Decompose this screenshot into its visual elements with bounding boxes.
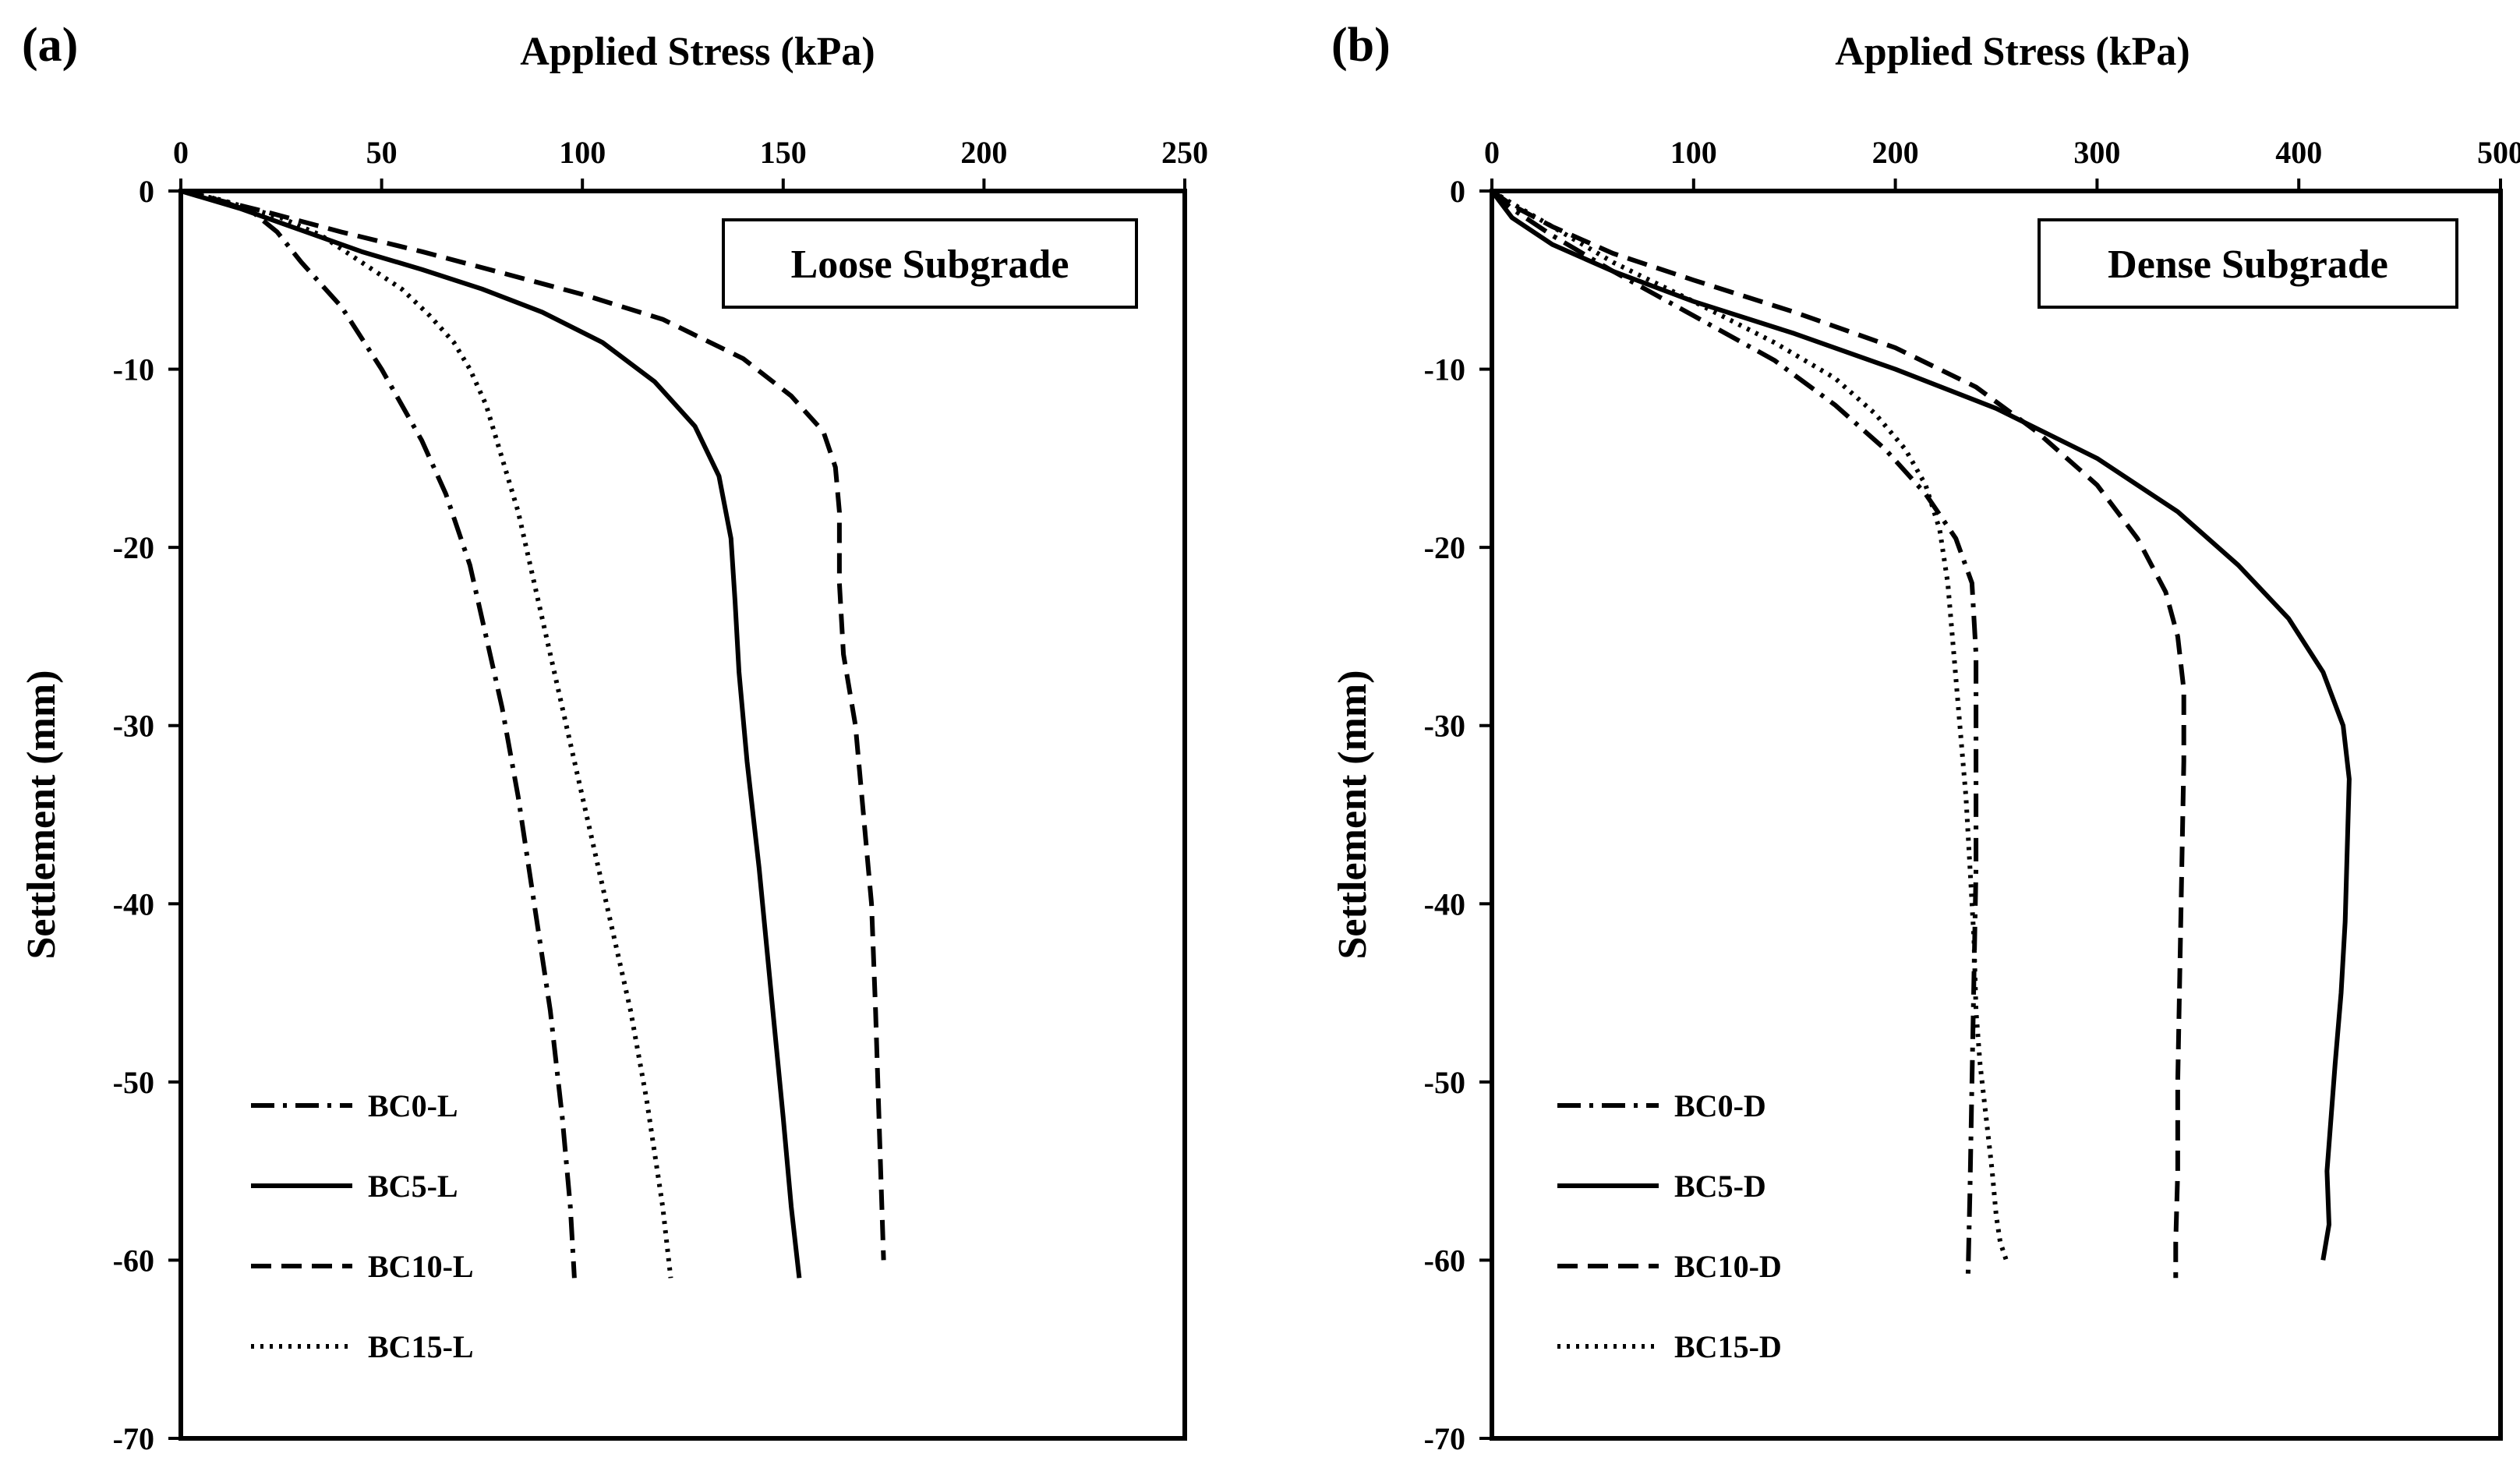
x-axis-title: Applied Stress (kPa) — [1835, 30, 2190, 74]
y-tick-label: 0 — [139, 174, 154, 209]
panel-label: (a) — [22, 19, 78, 72]
y-tick-label: -50 — [113, 1065, 154, 1100]
y-tick-label: -10 — [113, 352, 154, 387]
y-tick-label: 0 — [1450, 174, 1465, 209]
y-axis-title: Settlement (mm) — [19, 670, 64, 959]
chart-title: Loose Subgrade — [791, 242, 1069, 287]
y-tick-label: -40 — [1424, 886, 1465, 921]
y-tick-label: -20 — [1424, 530, 1465, 565]
x-tick-label: 100 — [1670, 135, 1717, 170]
chart-title: Dense Subgrade — [2108, 242, 2388, 287]
series-line-bc10-l — [180, 189, 886, 1261]
legend-label: BC0-L — [368, 1088, 458, 1123]
legend-label: BC5-L — [368, 1169, 458, 1204]
x-tick-label: 200 — [960, 135, 1007, 170]
plot-frame — [178, 189, 1187, 1441]
panel-b: (b) Applied Stress (kPa) Settlement (mm) 0 1… — [1331, 19, 2520, 1456]
legend-label: BC5-D — [1674, 1169, 1766, 1204]
x-tick-label: 150 — [760, 135, 807, 170]
title-box — [722, 218, 1138, 309]
plot-frame — [1490, 189, 2503, 1441]
series-line-bc0-l — [180, 189, 577, 1279]
legend-label: BC15-D — [1674, 1329, 1782, 1364]
y-tick-label: -70 — [113, 1421, 154, 1456]
title-box — [2038, 218, 2458, 309]
series-line-bc15-d — [1490, 189, 2009, 1261]
x-tick-label: 400 — [2275, 135, 2322, 170]
legend-label: BC10-D — [1674, 1249, 1782, 1284]
x-tick-label: 0 — [173, 135, 189, 170]
legend-label: BC10-L — [368, 1249, 474, 1284]
y-tick-label: -60 — [113, 1243, 154, 1278]
x-tick-label: 300 — [2073, 135, 2120, 170]
x-tick-label: 200 — [1872, 135, 1919, 170]
y-tick-label: -40 — [113, 886, 154, 921]
y-tick-label: -20 — [113, 530, 154, 565]
series-line-bc10-d — [1490, 189, 2186, 1279]
y-tick-label: -60 — [1424, 1243, 1465, 1278]
legend-label: BC15-L — [368, 1329, 474, 1364]
x-tick-label: 0 — [1484, 135, 1500, 170]
y-axis-title: Settlement (mm) — [1331, 670, 1375, 959]
x-tick-label: 250 — [1161, 135, 1208, 170]
y-tick-label: -70 — [1424, 1421, 1465, 1456]
panel-a: (a) Applied Stress (kPa) Settlement (mm) 0 5… — [19, 19, 1208, 1456]
legend-label: BC0-D — [1674, 1088, 1766, 1123]
y-tick-label: -30 — [1424, 709, 1465, 744]
x-axis-title: Applied Stress (kPa) — [520, 30, 875, 74]
panel-label: (b) — [1331, 19, 1391, 72]
y-tick-label: -50 — [1424, 1065, 1465, 1100]
x-tick-label: 50 — [366, 135, 398, 170]
x-tick-label: 100 — [559, 135, 606, 170]
series-line-bc15-l — [180, 189, 673, 1279]
y-tick-label: -30 — [113, 709, 154, 744]
series-line-bc5-d — [1490, 189, 2352, 1261]
series-line-bc5-l — [180, 189, 802, 1279]
x-tick-label: 500 — [2477, 135, 2520, 170]
y-tick-label: -10 — [1424, 352, 1465, 387]
